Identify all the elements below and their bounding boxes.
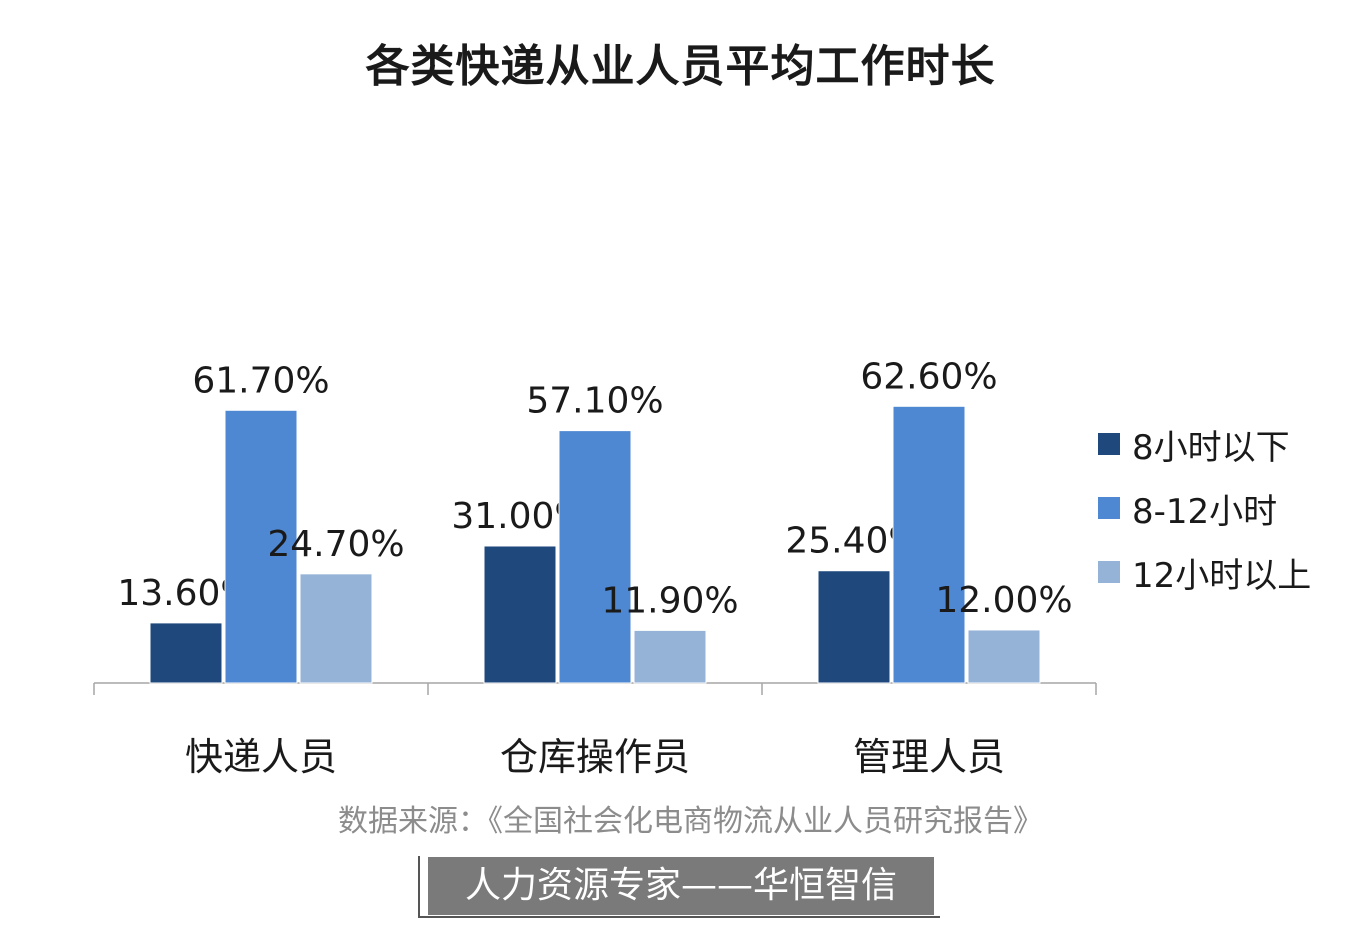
bar [224, 409, 298, 684]
data-label: 12.00% [935, 580, 1072, 621]
chart-title: 各类快递从业人员平均工作时长 [365, 41, 996, 92]
data-label: 62.60% [860, 356, 997, 397]
bar [483, 545, 557, 684]
legend-item-under-8h: 8小时以下 [1098, 412, 1311, 476]
data-label: 11.90% [601, 580, 738, 621]
brand-banner: 人力资源专家——华恒智信 [428, 857, 934, 915]
category-label: 管理人员 [853, 735, 1005, 779]
legend-label: 12小时以上 [1132, 555, 1312, 596]
bar [892, 405, 966, 684]
legend: 8小时以下 8-12小时 12小时以上 [1098, 412, 1311, 604]
legend-item-8-12h: 8-12小时 [1098, 476, 1311, 540]
data-label: 61.70% [192, 360, 329, 401]
legend-label: 8小时以下 [1132, 427, 1290, 468]
category-label: 仓库操作员 [500, 735, 690, 779]
category-label: 快递人员 [185, 735, 337, 779]
data-label: 24.70% [267, 524, 404, 565]
bar [149, 622, 223, 684]
legend-label: 8-12小时 [1132, 491, 1278, 532]
bar [299, 573, 373, 684]
bar [633, 629, 707, 684]
bar [817, 570, 891, 684]
data-label: 57.10% [526, 381, 663, 422]
bar [558, 430, 632, 684]
legend-swatch [1098, 561, 1120, 583]
data-source-note: 数据来源：《全国社会化电商物流从业人员研究报告》 [338, 804, 1043, 839]
banner-frame [418, 856, 940, 918]
legend-swatch [1098, 497, 1120, 519]
legend-item-over-12h: 12小时以上 [1098, 540, 1311, 604]
legend-swatch [1098, 433, 1120, 455]
bar [967, 629, 1041, 684]
